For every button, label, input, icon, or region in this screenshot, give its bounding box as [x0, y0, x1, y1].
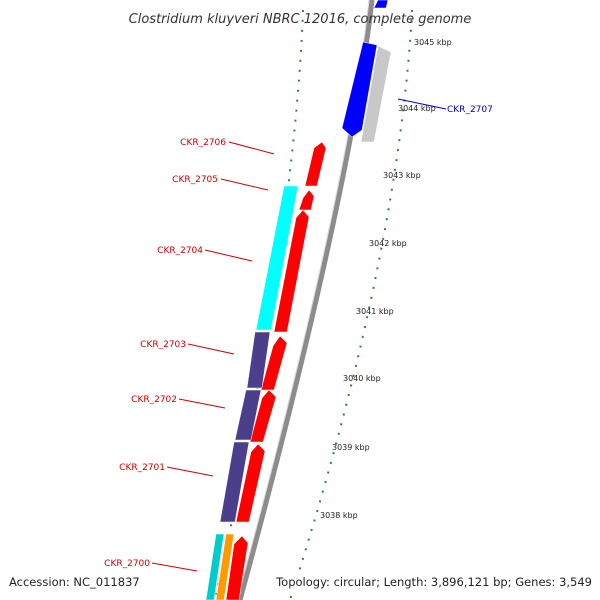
- gene-arrow-ckr-2706: [304, 141, 327, 187]
- kbp-scale-labels: 3045 kbp 3044 kbp 3043 kbp 3042 kbp 3041…: [320, 38, 452, 520]
- label-leaders: [151, 98, 447, 572]
- cog-bar-orange: [215, 533, 235, 600]
- gene-label-ckr-2706[interactable]: CKR_2706: [180, 138, 226, 148]
- gene-label-ckr-2704[interactable]: CKR_2704: [157, 246, 203, 256]
- gene-arrow-ckr-2700: [225, 535, 249, 600]
- gene-labels: CKR_2707 CKR_2706 CKR_2705 CKR_2704 CKR_…: [104, 105, 493, 569]
- kbp-label: 3041 kbp: [356, 307, 394, 316]
- gene-label-ckr-2701[interactable]: CKR_2701: [119, 463, 165, 473]
- gene-arrow-ckr-2707: [341, 41, 378, 138]
- gene-arrow-ckr-2705: [298, 189, 315, 211]
- cog-bar-slate-1: [246, 331, 271, 389]
- gene-arrow-ckr-2707b: [373, 0, 389, 9]
- gene-label-ckr-2702[interactable]: CKR_2702: [131, 395, 177, 405]
- gene-arrow-gray: [360, 45, 392, 143]
- gene-arrow-ckr-2701: [235, 443, 266, 523]
- gene-arrows-forward: [341, 0, 392, 143]
- cog-bar-teal: [205, 533, 225, 600]
- kbp-label: 3039 kbp: [332, 443, 370, 452]
- genome-summary-text: Topology: circular; Length: 3,896,121 bp…: [275, 575, 592, 589]
- kbp-label: 3043 kbp: [383, 171, 421, 180]
- gene-label-ckr-2700[interactable]: CKR_2700: [104, 559, 150, 569]
- cog-bar-slate-3: [219, 441, 250, 523]
- kbp-label: 3044 kbp: [398, 104, 436, 113]
- kbp-label: 3038 kbp: [320, 511, 358, 520]
- gene-label-ckr-2703[interactable]: CKR_2703: [140, 340, 186, 350]
- cog-bar-slate-2: [234, 389, 262, 441]
- kbp-label: 3045 kbp: [414, 38, 452, 47]
- cog-bar-cyan: [255, 185, 299, 331]
- cog-color-band: [205, 185, 299, 600]
- gene-label-ckr-2707[interactable]: CKR_2707: [447, 105, 493, 115]
- gene-arrows-reverse: [225, 141, 327, 600]
- accession-text: Accession: NC_011837: [9, 575, 140, 589]
- map-title: Clostridium kluyveri NBRC 12016, complet…: [129, 12, 472, 27]
- gene-arrow-ckr-2704: [273, 209, 310, 333]
- kbp-label: 3040 kbp: [343, 374, 381, 383]
- kbp-label: 3042 kbp: [369, 239, 407, 248]
- gene-label-ckr-2705[interactable]: CKR_2705: [172, 175, 218, 185]
